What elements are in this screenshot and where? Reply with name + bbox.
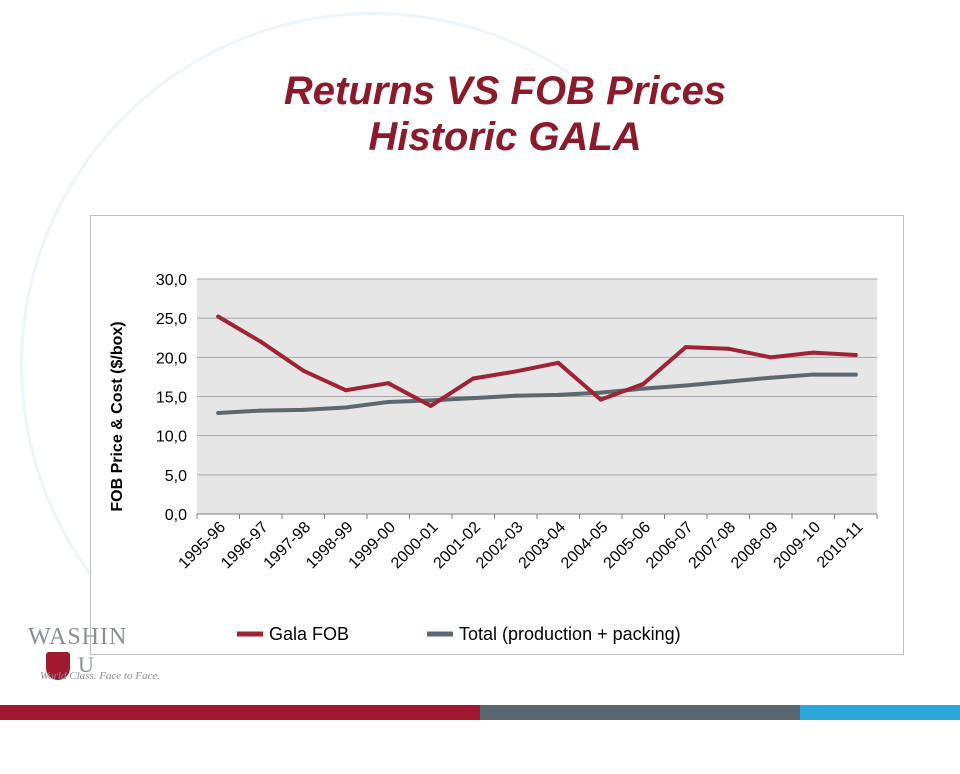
point-total <box>556 392 561 397</box>
university-logo: WASHIN U World Class. Face to Face. <box>24 620 174 690</box>
legend-label: Gala FOB <box>269 624 349 644</box>
point-gala-fob <box>598 397 603 402</box>
shield-icon <box>46 652 70 680</box>
point-total <box>428 398 433 403</box>
point-gala-fob <box>471 376 476 381</box>
y-tick-label: 30,0 <box>156 272 187 289</box>
point-gala-fob <box>301 368 306 373</box>
point-total <box>513 393 518 398</box>
y-tick-label: 20,0 <box>156 350 187 367</box>
point-gala-fob <box>811 350 816 355</box>
point-gala-fob <box>683 345 688 350</box>
point-total <box>853 372 858 377</box>
y-axis-label: FOB Price & Cost ($/box) <box>109 321 126 511</box>
legend-label: Total (production + packing) <box>459 624 681 644</box>
x-tick-label: 2010-11 <box>814 519 867 572</box>
point-total <box>386 399 391 404</box>
slide-title: Returns VS FOB Prices Historic GALA <box>0 68 960 160</box>
point-gala-fob <box>853 352 858 357</box>
line-chart: 0,05,010,015,020,025,030,01995-961996-97… <box>109 272 878 644</box>
point-total <box>768 375 773 380</box>
footer-bar-red <box>0 705 480 720</box>
title-line-1: Returns VS FOB Prices <box>283 69 727 113</box>
point-total <box>216 410 221 415</box>
point-gala-fob <box>386 381 391 386</box>
point-total <box>683 383 688 388</box>
point-total <box>301 407 306 412</box>
y-tick-label: 5,0 <box>165 468 187 485</box>
title-line-2: Historic GALA <box>368 115 642 159</box>
point-gala-fob <box>428 403 433 408</box>
point-gala-fob <box>216 314 221 319</box>
point-total <box>726 379 731 384</box>
x-tick-label: 2009-10 <box>771 519 825 573</box>
point-gala-fob <box>726 346 731 351</box>
point-gala-fob <box>768 355 773 360</box>
point-gala-fob <box>556 360 561 365</box>
point-total <box>343 405 348 410</box>
point-total <box>641 386 646 391</box>
series-line-gala-fob <box>216 314 858 408</box>
chart-container: 0,0 5,0 10,0 15,0 20,0 25,0 30,0 1995-96 1996-97… <box>90 215 904 655</box>
y-tick-label: 0,0 <box>165 507 187 524</box>
y-tick-label: 15,0 <box>156 390 187 407</box>
point-gala-fob <box>513 369 518 374</box>
y-tick-label: 10,0 <box>156 429 187 446</box>
series-line-total <box>216 372 858 415</box>
point-total <box>258 408 263 413</box>
point-gala-fob <box>258 339 263 344</box>
point-total <box>471 396 476 401</box>
point-total <box>598 390 603 395</box>
point-gala-fob <box>641 381 646 386</box>
footer-bar-blue <box>800 705 960 720</box>
logo-wordmark: WASHIN <box>28 624 128 650</box>
point-gala-fob <box>343 388 348 393</box>
point-total <box>811 372 816 377</box>
logo-tagline: World Class. Face to Face. <box>40 670 160 682</box>
footer-bar-gray <box>480 705 800 720</box>
y-tick-label: 25,0 <box>156 311 187 328</box>
logo-wordmark-u: U <box>78 652 94 677</box>
